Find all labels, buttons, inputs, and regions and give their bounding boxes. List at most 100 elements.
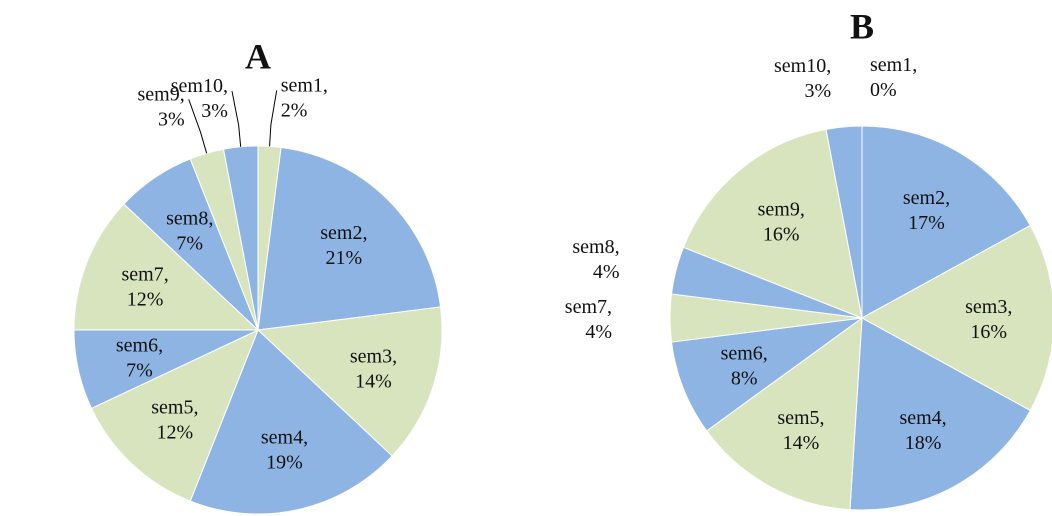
data-label: sem6, 7% xyxy=(116,334,163,381)
value-label: 14% xyxy=(783,432,820,454)
data-label: sem10, 3% xyxy=(774,55,831,102)
label-separator: , xyxy=(945,187,950,209)
leader-line xyxy=(231,90,242,147)
value-label: 21% xyxy=(326,247,363,269)
leader-line xyxy=(188,99,208,154)
pie-slice xyxy=(861,125,1031,319)
chart-title: A xyxy=(245,36,271,76)
value-label: 4% xyxy=(585,321,612,343)
data-label: sem9, 3% xyxy=(137,83,184,130)
label-separator: , xyxy=(164,263,169,285)
label-separator: , xyxy=(158,334,163,356)
data-label: sem8, 7% xyxy=(166,208,213,255)
data-label: sem9, 16% xyxy=(758,198,805,245)
category-name: sem7 xyxy=(565,296,607,318)
data-label: sem7, 12% xyxy=(121,263,168,310)
value-label: 19% xyxy=(266,452,303,474)
label-separator: , xyxy=(323,74,328,96)
data-label: sem1, 0% xyxy=(870,54,917,101)
chart-title: B xyxy=(850,6,874,46)
value-label: 14% xyxy=(355,371,392,393)
value-label: 2% xyxy=(281,99,308,121)
data-label: sem4, 19% xyxy=(261,427,308,474)
leader-line xyxy=(269,90,278,147)
category-name: sem10 xyxy=(171,75,223,97)
pie-slice xyxy=(257,146,442,331)
label-separator: , xyxy=(912,54,917,76)
value-label: 12% xyxy=(157,422,194,444)
label-separator: , xyxy=(362,222,367,244)
category-name: sem2 xyxy=(320,222,362,244)
value-label: 17% xyxy=(908,212,945,234)
pie-slice xyxy=(849,317,1031,511)
pie-slice xyxy=(825,125,863,319)
data-label: sem2, 21% xyxy=(320,222,367,269)
data-label: sem4, 18% xyxy=(899,407,946,454)
category-name: sem5 xyxy=(777,407,819,429)
label-separator: , xyxy=(208,208,213,230)
value-label: 3% xyxy=(158,108,185,130)
pie-slice xyxy=(73,203,260,331)
pie-slice xyxy=(256,306,443,457)
value-label: 18% xyxy=(905,432,942,454)
data-label: sem3, 14% xyxy=(350,346,397,393)
data-label: sem2, 17% xyxy=(903,187,950,234)
category-name: sem5 xyxy=(151,397,193,419)
data-label: sem10, 3% xyxy=(171,75,228,122)
pie-slice xyxy=(705,316,863,511)
category-name: sem7 xyxy=(121,263,163,285)
data-label: sem8, 4% xyxy=(572,236,619,283)
category-name: sem3 xyxy=(965,296,1007,318)
category-name: sem9 xyxy=(758,198,800,220)
value-label: 3% xyxy=(805,80,832,102)
category-name: sem1 xyxy=(281,74,323,96)
value-label: 8% xyxy=(731,368,758,390)
label-separator: , xyxy=(942,407,947,429)
label-separator: , xyxy=(180,83,185,105)
category-name: sem1 xyxy=(870,54,912,76)
label-separator: , xyxy=(392,346,397,368)
value-label: 16% xyxy=(763,223,800,245)
category-name: sem6 xyxy=(116,334,158,356)
label-separator: , xyxy=(826,55,831,77)
value-label: 7% xyxy=(126,359,153,381)
data-label: sem1, 2% xyxy=(281,74,328,121)
pie-slice xyxy=(90,329,259,502)
category-name: sem2 xyxy=(903,187,945,209)
category-name: sem8 xyxy=(166,208,208,230)
label-separator: , xyxy=(615,236,620,258)
data-label: sem5, 14% xyxy=(777,407,824,454)
pie-slice xyxy=(189,329,393,515)
pie-slice xyxy=(860,224,1052,412)
category-name: sem9 xyxy=(137,83,179,105)
label-separator: , xyxy=(607,296,612,318)
category-name: sem4 xyxy=(261,427,303,449)
label-separator: , xyxy=(193,397,198,419)
label-separator: , xyxy=(1007,296,1012,318)
data-label: sem6, 8% xyxy=(721,343,768,390)
category-name: sem4 xyxy=(899,407,941,429)
value-label: 16% xyxy=(970,321,1007,343)
category-name: sem8 xyxy=(572,236,614,258)
value-label: 3% xyxy=(201,100,228,122)
category-name: sem10 xyxy=(774,55,826,77)
data-label: sem3, 16% xyxy=(965,296,1012,343)
value-label: 0% xyxy=(870,79,897,101)
label-separator: , xyxy=(763,343,768,365)
data-label: sem7, 4% xyxy=(565,296,612,343)
value-label: 12% xyxy=(127,288,164,310)
label-separator: , xyxy=(303,427,308,449)
category-name: sem6 xyxy=(721,343,763,365)
label-separator: , xyxy=(820,407,825,429)
value-label: 7% xyxy=(176,233,203,255)
pie-slice xyxy=(670,317,863,432)
pie-slice xyxy=(682,128,863,319)
category-name: sem3 xyxy=(350,346,392,368)
value-label: 4% xyxy=(593,261,620,283)
label-separator: , xyxy=(223,75,228,97)
data-label: sem5, 12% xyxy=(151,397,198,444)
label-separator: , xyxy=(800,198,805,220)
